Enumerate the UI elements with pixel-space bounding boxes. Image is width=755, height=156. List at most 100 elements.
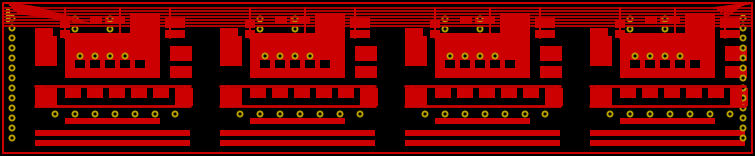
Circle shape bbox=[741, 136, 744, 140]
Bar bbox=[245, 30, 255, 38]
Bar bbox=[545, 88, 563, 106]
Circle shape bbox=[741, 56, 744, 60]
Circle shape bbox=[294, 27, 297, 31]
Bar bbox=[540, 66, 562, 78]
Bar bbox=[405, 36, 427, 66]
Circle shape bbox=[174, 112, 177, 116]
Bar bbox=[35, 140, 190, 146]
Bar bbox=[65, 33, 160, 78]
Bar bbox=[435, 88, 451, 98]
Circle shape bbox=[73, 17, 76, 21]
Bar bbox=[725, 66, 747, 78]
Bar bbox=[355, 46, 377, 61]
Circle shape bbox=[461, 53, 469, 59]
Bar bbox=[135, 60, 145, 68]
Bar bbox=[660, 16, 680, 24]
Bar bbox=[60, 20, 70, 28]
Bar bbox=[290, 60, 300, 68]
Bar bbox=[315, 13, 345, 38]
Bar bbox=[615, 20, 625, 28]
Bar bbox=[355, 66, 377, 78]
Circle shape bbox=[522, 110, 528, 117]
Circle shape bbox=[606, 110, 614, 117]
Circle shape bbox=[633, 54, 636, 58]
Circle shape bbox=[258, 112, 261, 116]
Circle shape bbox=[741, 26, 744, 30]
Circle shape bbox=[483, 112, 486, 116]
Circle shape bbox=[11, 136, 14, 140]
Bar bbox=[272, 88, 288, 98]
Bar bbox=[305, 60, 315, 68]
Bar bbox=[35, 88, 57, 106]
Bar bbox=[294, 88, 310, 98]
Circle shape bbox=[504, 112, 507, 116]
Circle shape bbox=[316, 110, 323, 117]
Circle shape bbox=[337, 110, 344, 117]
Circle shape bbox=[5, 17, 11, 22]
Circle shape bbox=[8, 124, 16, 132]
Bar bbox=[590, 88, 612, 106]
Circle shape bbox=[8, 85, 16, 92]
Bar bbox=[457, 88, 473, 98]
Circle shape bbox=[291, 25, 298, 32]
Circle shape bbox=[261, 53, 269, 59]
Bar bbox=[250, 88, 266, 98]
Circle shape bbox=[741, 86, 744, 90]
Circle shape bbox=[8, 24, 16, 32]
Circle shape bbox=[739, 124, 747, 132]
Circle shape bbox=[11, 76, 14, 80]
Circle shape bbox=[309, 54, 312, 58]
Bar bbox=[65, 88, 81, 98]
Bar bbox=[90, 60, 100, 68]
Bar bbox=[120, 60, 130, 68]
Bar bbox=[642, 88, 658, 98]
Circle shape bbox=[523, 112, 526, 116]
Bar bbox=[523, 88, 539, 98]
Circle shape bbox=[741, 46, 744, 50]
Bar bbox=[475, 16, 495, 24]
Circle shape bbox=[661, 25, 668, 32]
Bar bbox=[708, 88, 724, 98]
Circle shape bbox=[8, 134, 16, 141]
Circle shape bbox=[298, 112, 301, 116]
Bar bbox=[65, 118, 160, 124]
Bar bbox=[245, 20, 255, 28]
Bar bbox=[220, 130, 375, 136]
Circle shape bbox=[152, 110, 159, 117]
Circle shape bbox=[338, 112, 341, 116]
Circle shape bbox=[91, 110, 98, 117]
Circle shape bbox=[131, 110, 138, 117]
Circle shape bbox=[72, 15, 79, 22]
Circle shape bbox=[739, 54, 747, 61]
Bar bbox=[153, 88, 169, 98]
Bar bbox=[405, 130, 560, 136]
Circle shape bbox=[476, 53, 483, 59]
Circle shape bbox=[442, 15, 448, 22]
Circle shape bbox=[501, 110, 509, 117]
Circle shape bbox=[739, 75, 747, 81]
Bar bbox=[590, 130, 745, 136]
Circle shape bbox=[11, 86, 14, 90]
Circle shape bbox=[106, 25, 113, 32]
Bar bbox=[620, 118, 715, 124]
Circle shape bbox=[294, 17, 297, 21]
Bar bbox=[686, 88, 702, 98]
Bar bbox=[620, 88, 636, 98]
Circle shape bbox=[11, 66, 14, 70]
Circle shape bbox=[122, 53, 128, 59]
Circle shape bbox=[649, 112, 652, 116]
Circle shape bbox=[307, 53, 313, 59]
Bar bbox=[430, 20, 440, 28]
Circle shape bbox=[649, 54, 652, 58]
Circle shape bbox=[726, 110, 734, 117]
Circle shape bbox=[442, 25, 448, 32]
Circle shape bbox=[661, 53, 668, 59]
Bar bbox=[490, 60, 500, 68]
Circle shape bbox=[11, 36, 14, 40]
Bar bbox=[350, 30, 370, 38]
Bar bbox=[664, 88, 680, 98]
Circle shape bbox=[8, 95, 16, 102]
Bar bbox=[275, 60, 285, 68]
Circle shape bbox=[106, 53, 113, 59]
Circle shape bbox=[676, 53, 683, 59]
